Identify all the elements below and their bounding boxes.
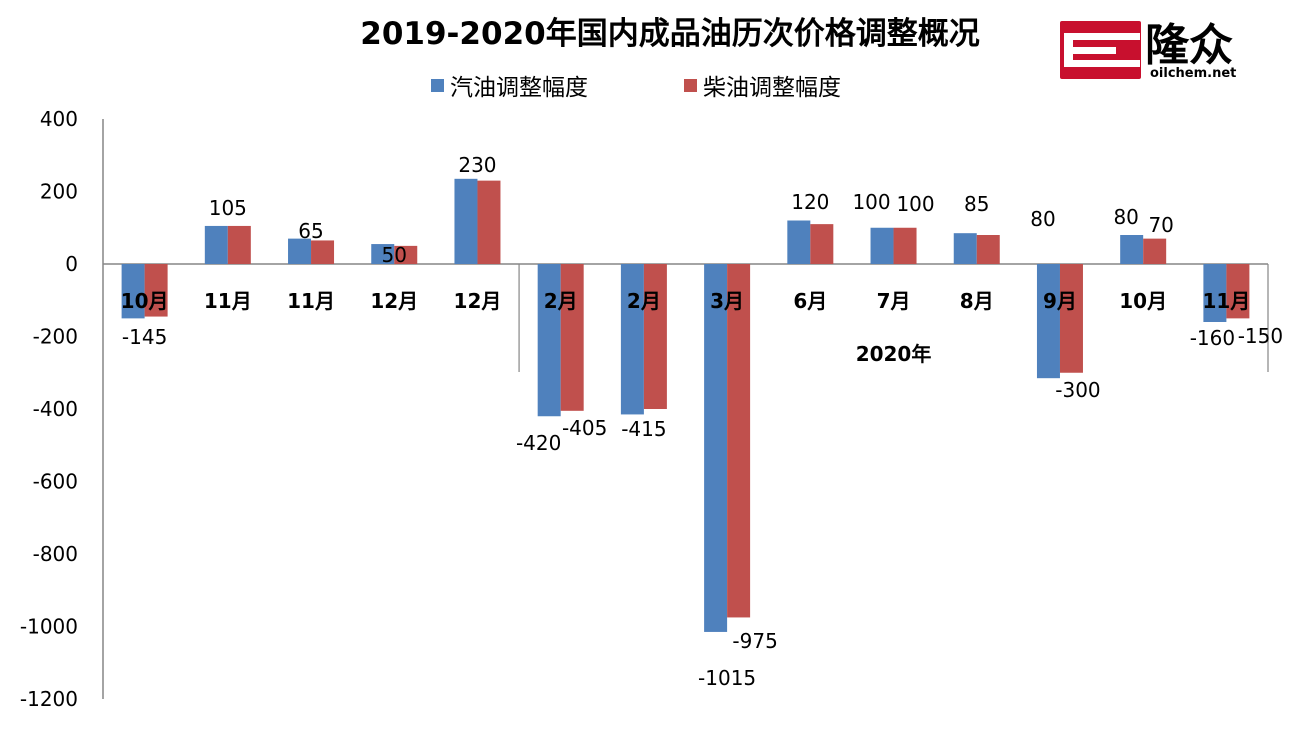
category-label: 10月 — [121, 289, 169, 313]
category-labels: 10月 11月 11月 12月 12月 2月 2月 3月 6月 7月 8月 9月 10月 11月 — [121, 289, 1251, 313]
data-labels: -145 105 65 50 230 -420-405 -415 -1015 -975 120 10… — [122, 153, 1283, 690]
bar-gasoline — [1036, 264, 1060, 379]
category-label: 11月 — [287, 289, 335, 313]
bar-gasoline — [1203, 264, 1227, 322]
chart-title: 2019-2020年国内成品油历次价格调整概况 — [360, 16, 979, 52]
y-tick-label: -1200 — [20, 687, 78, 711]
category-label: 2月 — [627, 289, 661, 313]
data-label: 80 — [1113, 205, 1138, 229]
legend-swatch — [431, 79, 444, 92]
bar-diesel — [560, 264, 584, 411]
category-label: 3月 — [710, 289, 744, 313]
y-tick-label: -1000 — [20, 615, 78, 639]
y-tick-label: -800 — [33, 542, 78, 566]
y-tick-label: 400 — [40, 107, 78, 131]
bar-gasoline — [288, 238, 312, 264]
data-label: -975 — [732, 629, 777, 653]
data-label: -420 — [516, 431, 561, 455]
category-label: 2月 — [544, 289, 578, 313]
y-tick-label: 200 — [40, 180, 78, 204]
bar-gasoline — [953, 233, 977, 264]
legend-label: 汽油调整幅度 — [450, 75, 588, 101]
data-label: -415 — [621, 417, 666, 441]
bar-diesel — [727, 264, 751, 618]
bar-gasoline — [204, 225, 228, 264]
data-label: -160 — [1190, 326, 1235, 350]
bar-gasoline — [537, 264, 561, 417]
bar-diesel — [394, 245, 418, 264]
bar-diesel — [144, 264, 168, 317]
category-label: 9月 — [1043, 289, 1077, 313]
data-label: 85 — [964, 192, 989, 216]
logo-text-cn: 隆众 — [1145, 20, 1233, 71]
legend-swatch — [684, 79, 697, 92]
legend-label: 柴油调整幅度 — [703, 75, 841, 101]
category-label: 6月 — [793, 289, 827, 313]
bar-gasoline — [1120, 235, 1144, 264]
data-label: 100 — [852, 190, 890, 214]
axes: 400 200 0 -200 -400 -600 -800 -1000 -1200 2020年 — [20, 107, 1269, 711]
bar-gasoline — [454, 178, 478, 264]
bar-diesel — [311, 240, 335, 264]
bar-diesel — [976, 235, 1000, 264]
y-tick-label: -600 — [33, 470, 78, 494]
data-label: 65 — [298, 219, 323, 243]
data-label: -1015 — [698, 666, 756, 690]
data-label: 120 — [791, 190, 829, 214]
data-label: 230 — [458, 153, 496, 177]
category-label: 11月 — [204, 289, 252, 313]
bar-gasoline — [121, 264, 145, 319]
category-label: 8月 — [960, 289, 994, 313]
category-label: 12月 — [370, 289, 418, 313]
bars — [121, 178, 1250, 632]
y-tick-label: 0 — [65, 252, 78, 276]
y-tick-label: -400 — [33, 397, 78, 421]
data-label: 105 — [209, 196, 247, 220]
bar-gasoline — [870, 227, 894, 264]
logo-text-en: oilchem.net — [1150, 66, 1236, 81]
brand-logo: 隆众 oilchem.net — [1060, 20, 1236, 81]
bar-gasoline — [371, 244, 395, 264]
bar-diesel — [893, 227, 917, 264]
data-label: -405 — [562, 416, 607, 440]
group-label: 2020年 — [856, 342, 932, 366]
bar-diesel — [477, 180, 501, 264]
y-tick-label: -200 — [33, 325, 78, 349]
bar-diesel — [1059, 264, 1083, 373]
legend: 汽油调整幅度 柴油调整幅度 — [431, 75, 841, 101]
category-label: 11月 — [1202, 289, 1250, 313]
bar-diesel — [1226, 264, 1250, 319]
category-label: 7月 — [877, 289, 911, 313]
data-label: 80 — [1030, 207, 1055, 231]
bar-gasoline — [787, 220, 811, 264]
bar-gasoline — [704, 264, 728, 632]
bar-diesel — [1143, 238, 1167, 264]
bar-diesel — [227, 225, 251, 264]
data-label: 50 — [382, 243, 407, 267]
category-label: 12月 — [454, 289, 502, 313]
bar-diesel — [643, 264, 667, 409]
data-label: -145 — [122, 325, 167, 349]
category-label: 10月 — [1119, 289, 1167, 313]
bar-diesel — [810, 224, 834, 264]
bar-gasoline — [620, 264, 644, 415]
data-label: -150 — [1238, 324, 1283, 348]
logo-mark-icon — [1060, 21, 1141, 79]
data-label: -300 — [1055, 378, 1100, 402]
data-label: 70 — [1148, 213, 1173, 237]
data-label: 100 — [896, 192, 934, 216]
